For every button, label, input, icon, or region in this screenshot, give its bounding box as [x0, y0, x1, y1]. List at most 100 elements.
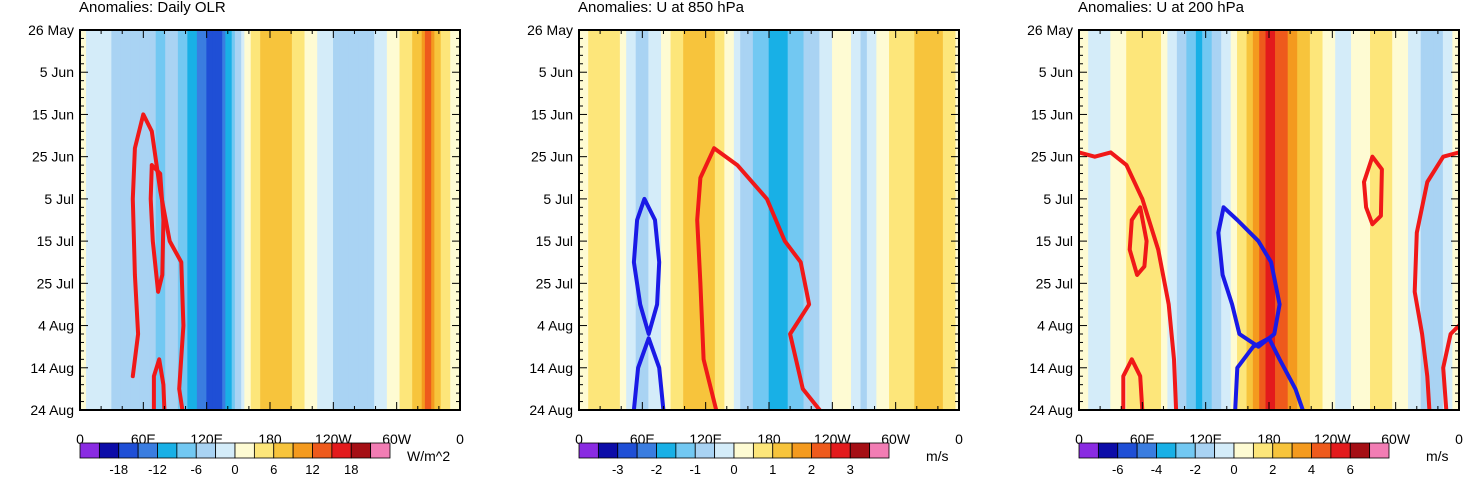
- colorbar: -6 -4 -2 0 2 4 6 m/s: [1078, 442, 1449, 477]
- field-cell: [127, 30, 131, 410]
- y-tick-label: 25 Jul: [37, 275, 74, 291]
- field-cell: [1189, 30, 1194, 410]
- field-cell: [1351, 30, 1355, 410]
- field-cell: [187, 30, 192, 410]
- field-cell: [873, 30, 877, 410]
- field-cell: [260, 30, 264, 410]
- field-cell: [797, 30, 801, 410]
- field-cell: [1126, 30, 1130, 410]
- field-cell: [1227, 30, 1232, 410]
- field-cell: [1180, 30, 1184, 410]
- field-cell: [594, 30, 599, 410]
- field-cell: [203, 30, 207, 410]
- field-cell: [139, 30, 144, 410]
- field-cell: [371, 30, 375, 410]
- field-cell: [152, 30, 157, 410]
- field-cell: [450, 30, 454, 410]
- colorbar-swatch: [1291, 442, 1312, 459]
- field-cell: [854, 30, 858, 410]
- field-cell: [206, 30, 211, 410]
- field-cell: [1104, 30, 1108, 410]
- field-cell: [914, 30, 919, 410]
- field-cell: [1335, 30, 1339, 410]
- field-cell: [847, 30, 852, 410]
- field-cell: [1132, 30, 1137, 410]
- field-cell: [238, 30, 242, 410]
- field-cell: [939, 30, 944, 410]
- field-cell: [619, 30, 624, 410]
- field-cell: [1309, 30, 1314, 410]
- y-tick-label: 15 Jul: [536, 233, 573, 249]
- colorbar-swatch: [331, 442, 352, 459]
- field-cell: [721, 30, 725, 410]
- colorbar-swatch: [79, 442, 100, 459]
- field-cell: [282, 30, 287, 410]
- field-cell: [92, 30, 97, 410]
- field-cell: [1252, 30, 1257, 410]
- red-contour: [1412, 150, 1459, 410]
- field-cell: [301, 30, 306, 410]
- field-cell: [623, 30, 627, 410]
- field-cell: [174, 30, 179, 410]
- colorbar-swatch: [350, 442, 372, 459]
- field-cell: [434, 30, 439, 410]
- field-cell: [1208, 30, 1213, 410]
- field-cell: [424, 30, 429, 410]
- field-cell: [405, 30, 410, 410]
- field-cell: [933, 30, 938, 410]
- field-cell: [117, 30, 122, 410]
- field-cell: [158, 30, 163, 410]
- field-cell: [781, 30, 786, 410]
- colorbar-label: 6: [1347, 462, 1354, 477]
- field-cell: [136, 30, 141, 410]
- field-cell: [794, 30, 798, 410]
- field-cell: [1173, 30, 1178, 410]
- colorbar-swatch: [292, 442, 313, 459]
- field-cell: [949, 30, 953, 410]
- field-cell: [396, 30, 401, 410]
- field-cell: [1389, 30, 1393, 410]
- field-cell: [1354, 30, 1358, 410]
- field-cell: [1341, 30, 1346, 410]
- field-cell: [1294, 30, 1298, 410]
- field-cell: [295, 30, 299, 410]
- field-cell: [399, 30, 404, 410]
- field-cell: [759, 30, 763, 410]
- field-cell: [279, 30, 283, 410]
- field-cell: [1211, 30, 1216, 410]
- panel-u200: Anomalies: U at 200 hPa 26 May 5 Jun 15 Jun…: [1027, 0, 1463, 477]
- field-cell: [244, 30, 249, 410]
- colorbar-swatch: [195, 442, 217, 459]
- field-cell: [1344, 30, 1349, 410]
- x-tick-label: 0: [955, 431, 963, 447]
- field-cell: [1452, 30, 1457, 410]
- field-cell: [705, 30, 710, 410]
- field-cell: [863, 30, 868, 410]
- colorbar-units: m/s: [926, 448, 949, 464]
- field-cell: [648, 30, 653, 410]
- field-cell: [285, 30, 290, 410]
- colorbar-swatch: [118, 442, 139, 459]
- colorbar-swatch: [137, 442, 158, 459]
- y-tick-label: 5 Jul: [543, 191, 573, 207]
- colorbar: -3 -2 -1 0 1 2 3 m/s: [578, 442, 949, 477]
- y-tick-label: 15 Jul: [1036, 233, 1073, 249]
- field-cell: [787, 30, 792, 410]
- field-cell: [348, 30, 353, 410]
- y-tick-label: 14 Aug: [30, 360, 74, 376]
- field-cell: [613, 30, 618, 410]
- field-cell: [98, 30, 103, 410]
- field-cell: [1135, 30, 1140, 410]
- field-cell: [193, 30, 198, 410]
- field-cell: [1306, 30, 1311, 410]
- x-tick-label: 0: [76, 431, 84, 447]
- colorbar-swatch: [215, 442, 236, 459]
- anomaly-field: [579, 30, 959, 410]
- field-cell: [806, 30, 811, 410]
- field-cell: [1176, 30, 1181, 410]
- field-cell: [819, 30, 824, 410]
- colorbar-swatch: [811, 442, 832, 459]
- field-cell: [676, 30, 681, 410]
- field-cell: [813, 30, 817, 410]
- field-cell: [904, 30, 909, 410]
